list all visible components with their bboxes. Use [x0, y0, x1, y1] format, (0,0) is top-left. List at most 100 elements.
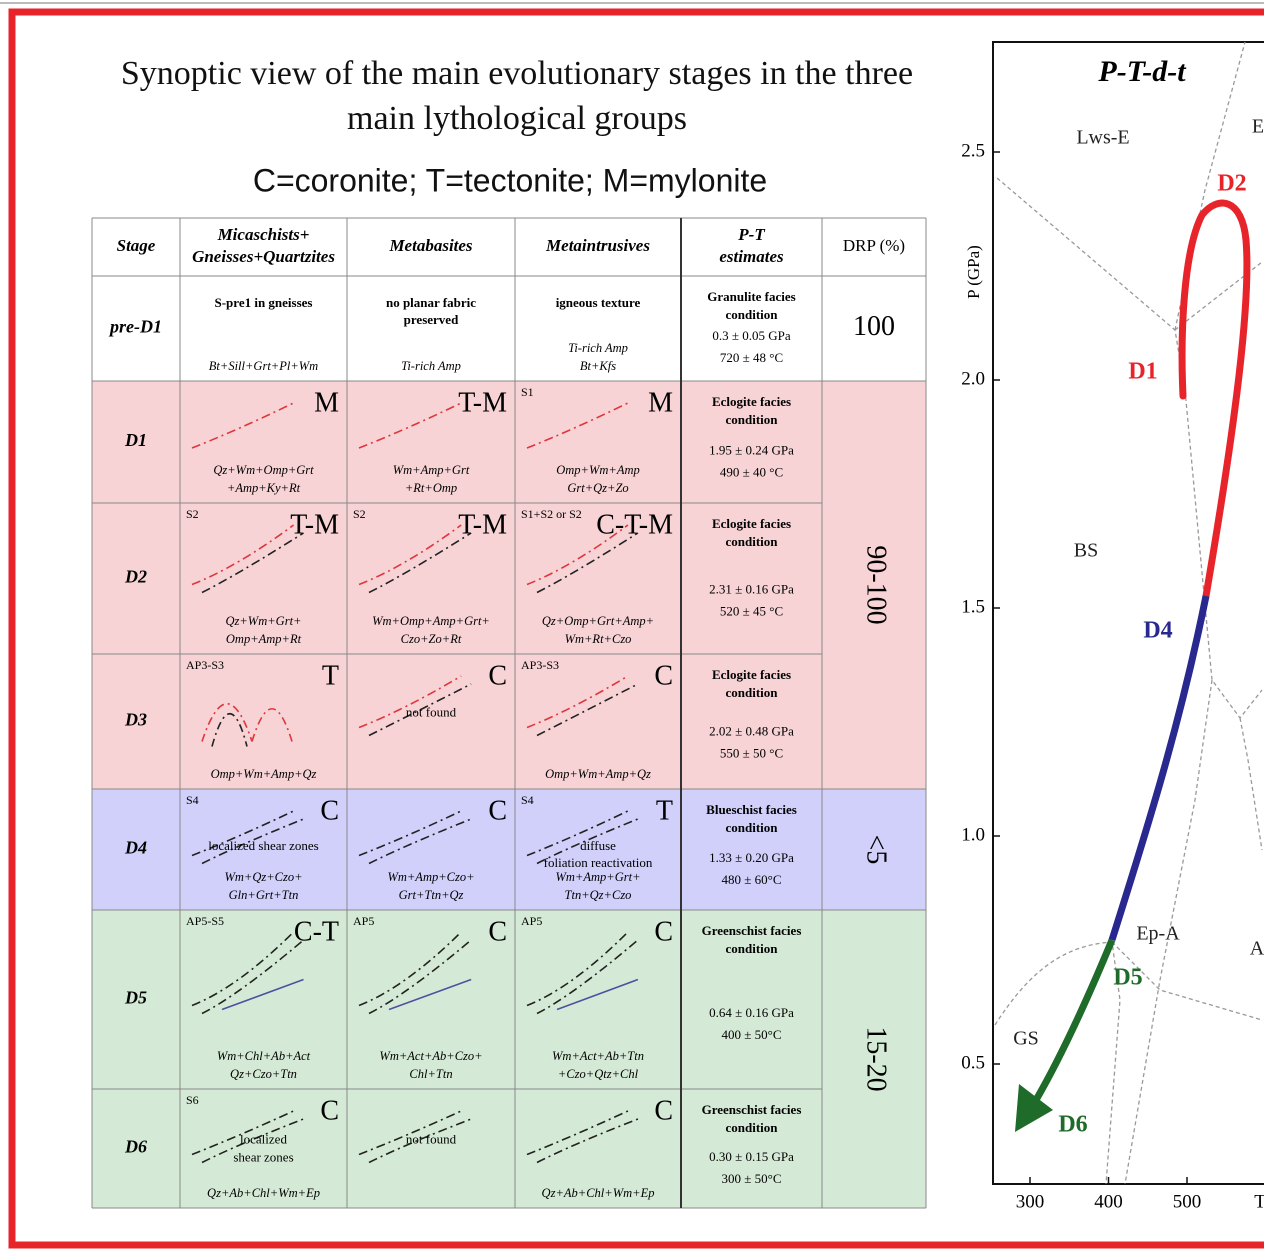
column-header: Gneisses+Quartzites [192, 247, 335, 266]
mineral-assemblage: +Rt+Omp [405, 481, 457, 495]
mineral-assemblage: Chl+Ttn [409, 1067, 452, 1081]
drp-value: 90-100 [861, 545, 892, 624]
cell-note: no planar fabric [386, 295, 476, 310]
column-header: DRP (%) [843, 236, 905, 255]
facies-field: A [1250, 938, 1264, 960]
pt-estimate: 0.64 ± 0.16 GPa [709, 1005, 794, 1020]
mineral-assemblage: Qz+Wm+Omp+Grt [213, 463, 314, 477]
fabric-code: T-M [458, 509, 507, 540]
facies-condition: Eclogite facies [712, 667, 791, 682]
diagram-title: P-T-d-t [1097, 55, 1187, 88]
facies-condition: condition [725, 534, 778, 549]
structure-label: AP3-S3 [186, 658, 224, 672]
mineral-assemblage: Ti-rich Amp [568, 341, 628, 355]
mineral-assemblage: Wm+Amp+Grt+ [555, 870, 640, 884]
stage-label: pre-D1 [108, 317, 162, 337]
mineral-assemblage: Bt+Kfs [580, 359, 616, 373]
stage-label: D6 [124, 1137, 147, 1157]
facies-condition: condition [725, 412, 778, 427]
mineral-assemblage: Wm+Chl+Ab+Act [217, 1049, 311, 1063]
y-tick-label: 1.0 [961, 824, 985, 845]
mineral-assemblage: Wm+Rt+Czo [565, 632, 632, 646]
path-stage: D2 [1217, 171, 1246, 197]
mineral-assemblage: Wm+Act+Ab+Czo+ [379, 1049, 482, 1063]
fabric-code: C-T [294, 916, 339, 947]
stage-label: D4 [124, 838, 147, 858]
cell-note: shear zones [233, 1149, 293, 1164]
y-tick-label: 0.5 [961, 1052, 985, 1073]
cell-note: not found [406, 1131, 457, 1146]
structure-label: S4 [521, 793, 534, 807]
drp-value: 15-20 [861, 1026, 892, 1091]
mineral-assemblage: Wm+Omp+Amp+Grt+ [372, 614, 490, 628]
cell-note: igneous texture [556, 295, 641, 310]
y-tick-label: 1.5 [961, 596, 985, 617]
row-bg [92, 381, 926, 503]
facies-condition: condition [725, 307, 778, 322]
mineral-assemblage: Wm+Qz+Czo+ [224, 870, 302, 884]
facies-condition: condition [725, 685, 778, 700]
boundary [1240, 718, 1262, 850]
pt-estimate: 0.30 ± 0.15 GPa [709, 1149, 794, 1164]
pt-estimate: 300 ± 50°C [721, 1171, 781, 1186]
x-tick-label: 300 [1016, 1191, 1045, 1212]
cell-note: foliation reactivation [544, 855, 653, 870]
facies-field: E [1252, 116, 1264, 138]
fabric-code: T [656, 795, 673, 826]
structure-label: S1 [521, 385, 534, 399]
facies-condition: condition [725, 941, 778, 956]
cell-note: localized shear zones [208, 838, 318, 853]
pt-estimate: 0.3 ± 0.05 GPa [712, 328, 791, 343]
mineral-assemblage: Omp+Amp+Rt [226, 632, 302, 646]
column-header: P-T [737, 225, 765, 244]
path-stage: D1 [1128, 359, 1157, 385]
structure-label: S4 [186, 793, 199, 807]
facies-boundaries [995, 42, 1262, 1184]
mineral-assemblage: Qz+Omp+Grt+Amp+ [542, 614, 654, 628]
path-stage: D5 [1113, 965, 1142, 991]
structure-label: S2 [353, 507, 366, 521]
structure-label: AP5-S5 [186, 914, 224, 928]
pt-estimate: 550 ± 50 °C [720, 745, 783, 760]
stage-label: D2 [124, 567, 147, 587]
arrow-head [1015, 1084, 1053, 1132]
drp-value: 100 [853, 311, 895, 342]
mineral-assemblage: Czo+Zo+Rt [401, 632, 462, 646]
path-blue [1112, 596, 1206, 940]
cell-note: S-pre1 in gneisses [215, 295, 313, 310]
fabric-code: T [322, 660, 339, 691]
facies-field: GS [1013, 1028, 1039, 1050]
fabric-code: M [314, 387, 339, 418]
fabric-code: M [648, 387, 673, 418]
mineral-assemblage: Bt+Sill+Grt+Pl+Wm [209, 359, 318, 373]
pt-estimate: 490 ± 40 °C [720, 465, 783, 480]
fabric-code: C [488, 795, 507, 826]
mineral-assemblage: Wm+Amp+Grt [393, 463, 470, 477]
mineral-assemblage: Qz+Wm+Grt+ [225, 614, 301, 628]
fabric-code: T-M [290, 509, 339, 540]
fabric-code: C [654, 1095, 673, 1126]
pt-estimate: 720 ± 48 °C [720, 350, 783, 365]
fabric-code: C [654, 660, 673, 691]
stage-label: D3 [124, 710, 147, 730]
facies-condition: Blueschist facies [706, 802, 797, 817]
facies-field: BS [1074, 540, 1098, 562]
boundary [1185, 390, 1262, 718]
subtitle: C=coronite; T=tectonite; M=mylonite [253, 162, 767, 198]
cell-note: preserved [404, 312, 459, 327]
path-green [1036, 940, 1112, 1100]
mineral-assemblage: +Czo+Qtz+Chl [558, 1067, 639, 1081]
structure-label: AP5 [353, 914, 374, 928]
mineral-assemblage: Grt+Ttn+Qz [399, 888, 464, 902]
fabric-code: C-T-M [596, 509, 673, 540]
pt-estimate: 1.33 ± 0.20 GPa [709, 850, 794, 865]
facies-field: Ep-A [1136, 923, 1180, 945]
y-tick-label: 2.0 [961, 368, 985, 389]
x-tick-label: 500 [1173, 1191, 1202, 1212]
x-axis-label: T [1254, 1191, 1264, 1212]
mineral-assemblage: Omp+Wm+Amp+Qz [545, 767, 651, 781]
structure-label: S6 [186, 1093, 199, 1107]
mineral-assemblage: Gln+Grt+Ttn [229, 888, 299, 902]
plot-frame [993, 42, 1264, 1184]
column-header: Stage [117, 236, 156, 255]
